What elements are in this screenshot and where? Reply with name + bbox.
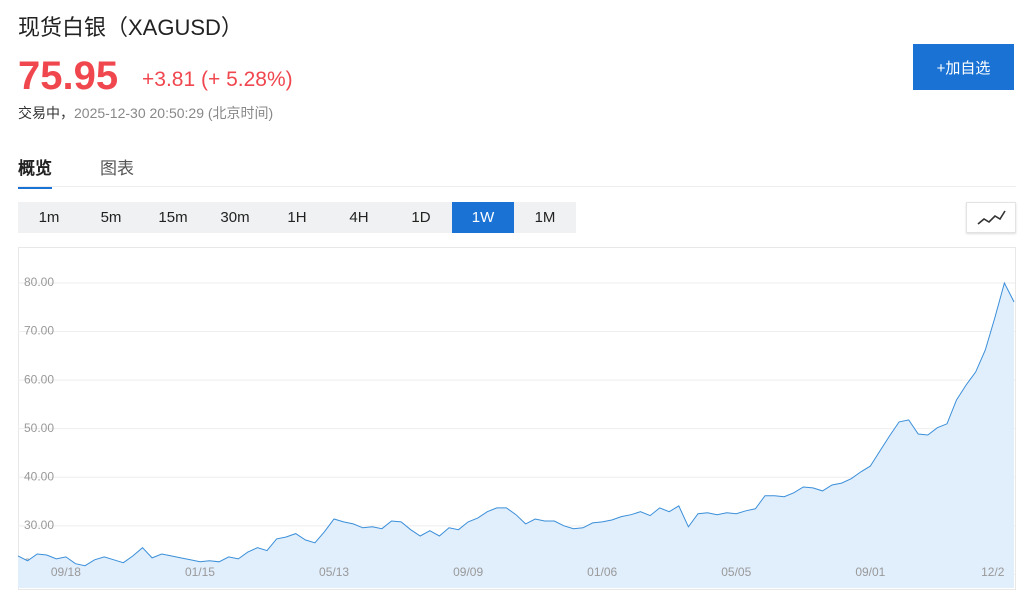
y-tick-label: 70.00 — [24, 324, 54, 338]
x-tick-label: 09/09 — [453, 565, 483, 579]
tab[interactable]: 图表 — [100, 159, 134, 178]
timeframe-button[interactable]: 30m — [220, 209, 250, 226]
change: +3.81 (+ 5.28%) — [142, 68, 293, 92]
tab[interactable]: 概览 — [18, 154, 52, 189]
timeframe-button[interactable]: 4H — [349, 209, 369, 226]
timeframe-button[interactable]: 1m — [38, 209, 60, 226]
change-pct: (+ 5.28%) — [200, 68, 293, 91]
y-tick-label: 40.00 — [24, 469, 54, 483]
status: 交易中，2025-12-30 20:50:29 (北京时间) — [18, 103, 273, 123]
y-tick-label: 60.00 — [24, 372, 54, 386]
status-text: 交易中， — [18, 105, 74, 121]
x-tick-label: 12/2 — [981, 565, 1005, 579]
timestamp: 2025-12-30 20:50:29 (北京时间) — [74, 105, 274, 121]
chart-frame — [18, 247, 1016, 590]
timeframe-button[interactable]: 1D — [411, 209, 431, 226]
icon — [977, 210, 1006, 225]
price: 75.95 — [18, 54, 119, 98]
timeframe-bar: 1m 5m 15m 30m 1H 4H 1D 1W 1M — [18, 202, 576, 233]
timeframe-button[interactable]: 15m — [158, 209, 188, 226]
timeframe-button[interactable]: 1M — [534, 209, 556, 226]
y-tick-label: 80.00 — [24, 275, 54, 289]
y-tick-label: 30.00 — [24, 518, 54, 532]
x-tick-label: 09/01 — [855, 565, 885, 579]
x-tick-label: 05/13 — [319, 565, 349, 579]
watch-button[interactable]: +加自选 — [913, 44, 1014, 90]
x-tick-label: 05/05 — [721, 565, 751, 579]
y-tick-label: 20.00 — [24, 556, 54, 570]
y-tick-label: 50.00 — [24, 421, 54, 435]
area — [18, 283, 1014, 588]
timeframe-button[interactable]: 1H — [287, 209, 307, 226]
divider — [18, 186, 1016, 187]
change-value: +3.81 — [142, 68, 196, 91]
timeframe-button[interactable]: 1W — [452, 202, 514, 233]
line — [17, 281, 1015, 567]
timeframe-button[interactable]: 5m — [100, 209, 122, 226]
x-tick-label: 01/06 — [587, 565, 617, 579]
x-tick-label: 01/15 — [185, 565, 215, 579]
chart-type-button[interactable] — [966, 202, 1016, 233]
x-tick-label: 09/18 — [51, 565, 81, 579]
title: 现货白银（XAGUSD） — [18, 15, 243, 40]
